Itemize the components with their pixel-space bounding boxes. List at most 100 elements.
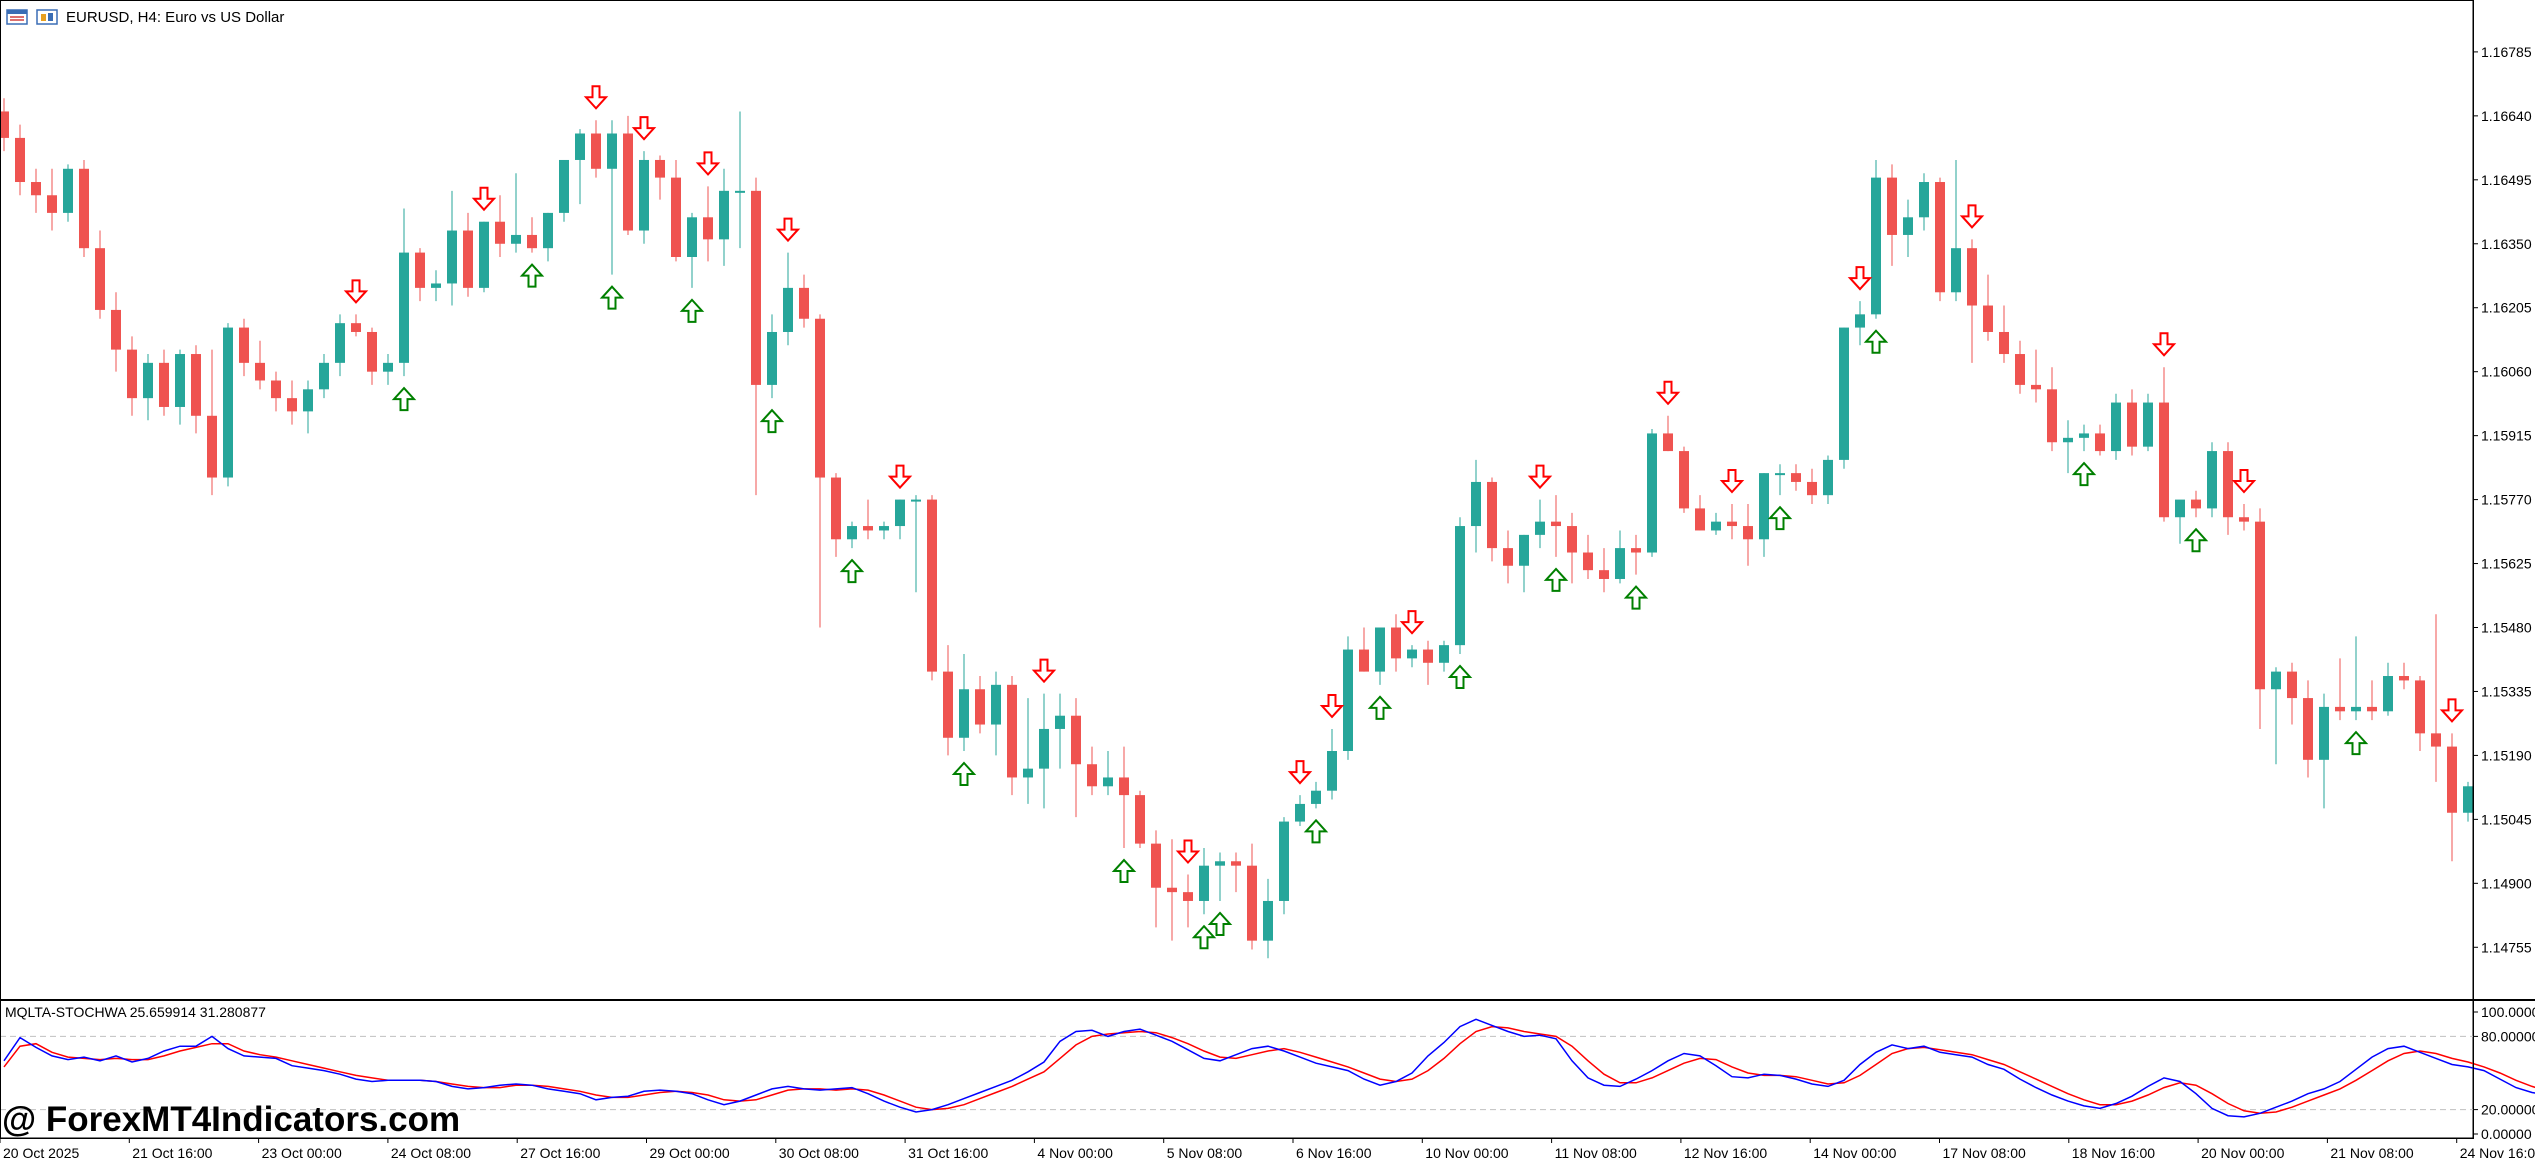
chart-title-bar: EURUSD, H4: Euro vs US Dollar xyxy=(0,0,284,34)
time-label: 24 Nov 16:00 xyxy=(2460,1145,2535,1161)
candle-body xyxy=(15,137,25,183)
candle-body xyxy=(831,477,841,540)
one-click-trading-icon[interactable] xyxy=(36,8,58,26)
time-label: 10 Nov 00:00 xyxy=(1425,1145,1508,1161)
indicator-axis: 100.00000 80.00000 20.00000 0.00000 xyxy=(2473,1004,2535,1142)
candle-body xyxy=(1839,327,1849,460)
candle-body xyxy=(1583,552,1593,571)
sell-arrow-icon xyxy=(1031,658,1057,684)
buy-arrow-icon xyxy=(1367,695,1393,720)
candle-body xyxy=(319,362,329,390)
plot-border xyxy=(0,0,2474,1139)
sell-arrow-icon xyxy=(471,186,497,212)
candle-body xyxy=(1103,777,1113,787)
candle-body xyxy=(303,389,313,412)
buy-arrow-icon xyxy=(1303,818,1329,844)
time-label: 30 Oct 08:00 xyxy=(779,1145,859,1161)
candle-body xyxy=(1071,715,1081,765)
price-label: 1.16495 xyxy=(2481,172,2532,188)
candle-body xyxy=(2047,389,2057,443)
sell-arrow-icon xyxy=(2151,332,2177,357)
candle-body xyxy=(1183,892,1193,901)
indicator-level-label: 100.00000 xyxy=(2481,1004,2535,1020)
candle-body xyxy=(1647,433,1657,553)
candle-body xyxy=(1199,865,1209,901)
candle-body xyxy=(1951,248,1961,293)
candle-body xyxy=(1455,526,1465,646)
candle-body xyxy=(2191,499,2201,509)
candle-body xyxy=(447,230,457,284)
buy-arrow-icon xyxy=(2071,461,2097,487)
candle-body xyxy=(335,323,345,363)
chart-title: EURUSD, H4: Euro vs US Dollar xyxy=(66,8,285,26)
price-label: 1.15190 xyxy=(2481,747,2532,763)
buy-arrow-icon xyxy=(2183,527,2209,553)
candle-body xyxy=(2351,706,2361,712)
time-label: 21 Oct 16:00 xyxy=(132,1145,212,1161)
candle-body xyxy=(1375,627,1385,672)
time-label: 21 Nov 08:00 xyxy=(2330,1145,2413,1161)
candle-body xyxy=(1983,305,1993,332)
candle-body xyxy=(1775,473,1785,476)
candle-body xyxy=(575,133,585,160)
candle-body xyxy=(1167,887,1177,893)
candle-body xyxy=(2255,521,2265,690)
watermark: @ ForexMT4Indicators.com xyxy=(2,1100,461,1139)
candle-body xyxy=(1055,715,1065,729)
candle-body xyxy=(223,327,233,478)
candle-body xyxy=(559,159,569,213)
time-label: 11 Nov 08:00 xyxy=(1555,1145,1637,1161)
candle-body xyxy=(0,111,9,138)
time-label: 31 Oct 16:00 xyxy=(908,1145,988,1161)
candle-body xyxy=(1279,821,1289,901)
time-label: 20 Nov 00:00 xyxy=(2201,1145,2284,1161)
chart-properties-icon[interactable] xyxy=(6,8,28,26)
candle-body xyxy=(159,362,169,407)
candle-body xyxy=(1247,865,1257,941)
candle-body xyxy=(367,331,377,372)
candle-body xyxy=(1471,481,1481,527)
candle-body xyxy=(143,362,153,399)
price-label: 1.15335 xyxy=(2481,683,2532,699)
candle-body xyxy=(735,190,745,193)
candle-body xyxy=(287,398,297,412)
candle-body xyxy=(1663,433,1673,452)
price-label: 1.16060 xyxy=(2481,364,2532,380)
candle-body xyxy=(1791,473,1801,482)
candle-body xyxy=(2063,437,2073,443)
candle-body xyxy=(1695,508,1705,531)
candle-body xyxy=(47,195,57,213)
candle-body xyxy=(543,212,553,249)
buy-arrow-icon xyxy=(391,386,417,412)
candle-body xyxy=(1887,177,1897,235)
sell-arrow-icon xyxy=(775,217,801,243)
time-label: 20 Oct 2025 xyxy=(3,1145,79,1161)
sell-arrow-icon xyxy=(631,116,657,141)
candle-body xyxy=(687,217,697,257)
candle-body xyxy=(703,217,713,240)
candle-body xyxy=(2447,746,2457,813)
candle-body xyxy=(2463,786,2473,813)
candle-body xyxy=(463,230,473,288)
candle-body xyxy=(2207,451,2217,509)
sell-arrow-icon xyxy=(2439,698,2465,723)
indicator-pane[interactable] xyxy=(0,999,2535,1118)
candle-body xyxy=(1743,526,1753,540)
price-label: 1.14900 xyxy=(2481,875,2532,891)
candle-body xyxy=(767,331,777,385)
candle-body xyxy=(1871,177,1881,315)
buy-arrow-icon xyxy=(1543,567,1569,592)
price-label: 1.16640 xyxy=(2481,108,2532,124)
candle-body xyxy=(623,133,633,231)
candle-body xyxy=(1807,481,1817,496)
chart-frame xyxy=(0,0,2474,1139)
candle-body xyxy=(2143,402,2153,447)
candle-body xyxy=(2079,433,2089,438)
price-pane[interactable] xyxy=(0,98,2473,959)
buy-arrow-icon xyxy=(1623,585,1649,610)
candle-body xyxy=(783,287,793,332)
sell-arrow-icon xyxy=(1319,693,1345,719)
